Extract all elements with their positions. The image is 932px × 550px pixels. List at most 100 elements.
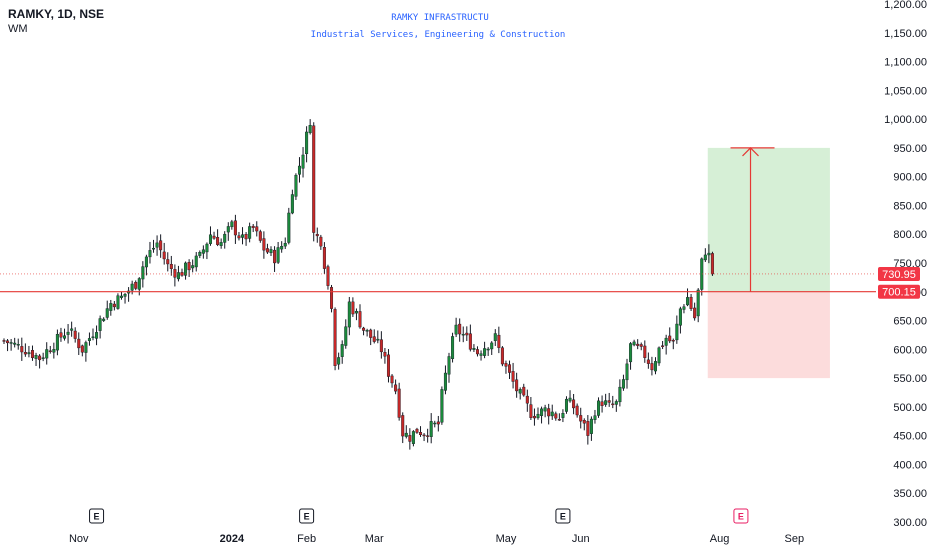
candle-body [87,338,91,341]
candle-body [6,340,10,344]
candle-body [276,247,280,263]
candle-body [63,335,67,339]
candle-body [184,262,188,276]
current-price-badge-bg [878,266,920,281]
candle-body [597,400,601,416]
candle-body [198,252,202,256]
candle-body [682,306,686,310]
candle-body [461,333,465,336]
candle-body [696,289,700,317]
candle-body [315,234,319,237]
candle-body [572,399,576,409]
candle-body [201,249,205,254]
candle-body [536,413,540,419]
candle-body [116,295,120,309]
candle-body [394,384,398,392]
candle-body [436,421,440,425]
candle-body [379,339,383,353]
candle-body [244,234,248,240]
candle-body [77,338,81,349]
candle-body [290,194,294,214]
candle-body [319,236,323,247]
candle-body [237,235,241,239]
candle-body [13,342,17,345]
candle-body [226,226,230,233]
y-tick-label: 550.00 [893,373,927,385]
candle-body [568,397,572,402]
candle-body [9,342,13,344]
earnings-marker-label: E [560,512,566,522]
candle-body [518,389,522,394]
candle-body [540,408,544,416]
candle-body [187,262,191,271]
candles-layer [2,119,714,450]
candle-body [205,243,209,253]
candle-body [522,386,526,396]
candle-body [38,355,42,361]
candle-body [105,308,109,318]
candle-body [564,398,568,412]
current-price-badge: 730.95 [882,269,916,281]
candle-body [593,415,597,420]
candle-body [123,294,127,297]
candle-body [362,327,366,331]
candle-body [629,343,633,363]
y-tick-label: 800.00 [893,229,927,241]
candle-body [191,265,195,269]
candle-body [297,165,301,175]
candle-body [639,344,643,347]
candle-body [326,266,330,286]
candle-body [34,355,38,359]
candle-body [70,328,74,331]
candle-body [372,336,376,342]
candle-body [351,301,355,315]
candle-body [166,259,170,265]
candle-body [575,405,579,416]
company-name: RAMKY INFRASTRUCTU [391,13,489,23]
x-tick-label: Aug [710,533,730,545]
candle-body [365,329,369,332]
candle-body [258,231,262,241]
candle-body [347,301,351,328]
candle-body [390,375,394,384]
candle-body [262,238,266,251]
y-tick-label: 1,150.00 [884,28,927,40]
candle-body [230,221,234,228]
candle-body [137,278,141,290]
candle-body [532,415,536,419]
candle-body [344,326,348,346]
level-price-badge: 700.15 [882,287,916,299]
candle-body [511,371,515,382]
candle-body [472,348,476,350]
candle-body [23,352,27,355]
candle-body [440,389,444,423]
candle-body [675,323,679,341]
candle-body [155,242,159,248]
candle-body [148,250,152,258]
candle-body [657,347,661,364]
candle-body [710,253,714,275]
candle-body [664,337,668,346]
candle-body [408,435,412,442]
candle-body [515,379,519,392]
candle-body [561,413,565,418]
candle-body [493,333,497,341]
candle-body [130,283,134,291]
earnings-marker [733,508,749,524]
candle-body [486,348,490,351]
x-tick-label: Jun [572,533,590,545]
candle-body [600,401,604,406]
y-tick-label: 900.00 [893,172,927,184]
candle-body [180,272,184,276]
candle-body [497,334,501,348]
candle-body [109,303,113,311]
candle-body [48,350,52,352]
candle-body [333,309,337,366]
loss-zone [707,291,830,379]
candle-body [91,336,95,339]
candle-body [66,331,70,335]
candle-body [152,247,156,250]
candle-body [458,323,462,335]
y-tick-label: 850.00 [893,200,927,212]
y-tick-label: 350.00 [893,488,927,500]
